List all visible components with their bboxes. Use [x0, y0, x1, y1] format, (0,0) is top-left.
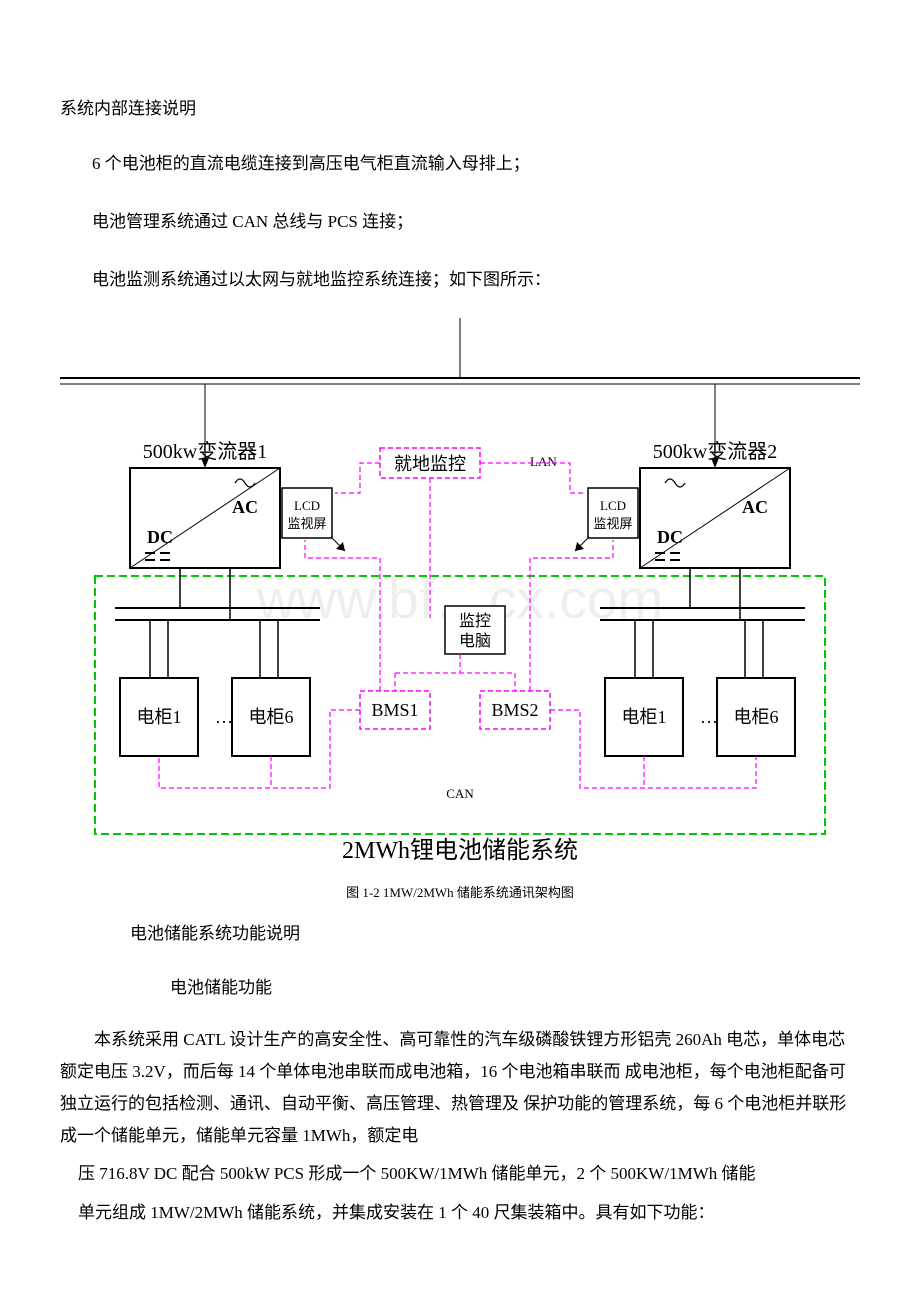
bullet-item: 电池管理系统通过 CAN 总线与 PCS 连接；: [92, 202, 860, 243]
local-monitor-box: 就地监控: [380, 448, 480, 478]
dots: …: [215, 707, 233, 727]
svg-text:AC: AC: [742, 497, 768, 517]
inverter2-label: 500kw变流器2: [653, 440, 777, 463]
heading-func: 电池储能系统功能说明: [130, 915, 860, 952]
cabinet-r1: 电柜1: [605, 678, 683, 756]
svg-text:LCD: LCD: [600, 498, 626, 513]
heading-storage: 电池储能功能: [170, 969, 860, 1006]
can-label: CAN: [446, 786, 474, 801]
body-paragraph-2: 压 716.8V DC 配合 500kW PCS 形成一个 500KW/1MWh…: [78, 1155, 860, 1192]
svg-text:电柜1: 电柜1: [137, 707, 182, 727]
monitor-pc-box: 监控 电脑: [445, 606, 505, 654]
svg-text:LCD: LCD: [294, 498, 320, 513]
lan-label: LAN: [530, 454, 557, 469]
svg-text:AC: AC: [232, 497, 258, 517]
svg-text:监控: 监控: [459, 612, 491, 630]
cabinet-r6: 电柜6: [717, 678, 795, 756]
svg-text:监视屏: 监视屏: [593, 516, 632, 531]
svg-text:电柜1: 电柜1: [622, 707, 667, 727]
bullet-item: 电池监测系统通过以太网与就地监控系统连接；如下图所示：: [92, 260, 860, 301]
heading-connection: 系统内部连接说明: [60, 90, 860, 127]
system-diagram: www.bf…cx.com 500kw变流器1 500kw变流器2 AC: [60, 318, 860, 878]
inverter1-label: 500kw变流器1: [143, 440, 267, 463]
cabinet-l6: 电柜6: [232, 678, 310, 756]
cabinet-l1: 电柜1: [120, 678, 198, 756]
svg-text:电脑: 电脑: [459, 632, 491, 650]
dots: …: [700, 707, 718, 727]
lcd-box-2: LCD 监视屏: [575, 488, 638, 551]
inverter1-box: AC DC: [130, 468, 280, 568]
body-paragraph-1: 本系统采用 CATL 设计生产的高安全性、高可靠性的汽车级磷酸铁锂方形铝壳 26…: [60, 1024, 860, 1153]
svg-text:就地监控: 就地监控: [394, 454, 466, 474]
inverter2-box: AC DC: [640, 468, 790, 568]
system-title: 2MWh锂电池储能系统: [342, 837, 578, 864]
svg-text:电柜6: 电柜6: [734, 707, 779, 727]
bullet-item: 6 个电池柜的直流电缆连接到高压电气柜直流输入母排上；: [92, 144, 860, 185]
svg-text:监视屏: 监视屏: [287, 516, 326, 531]
svg-text:DC: DC: [147, 527, 173, 547]
svg-text:BMS1: BMS1: [371, 700, 418, 720]
figure-caption: 图 1-2 1MW/2MWh 储能系统通讯架构图: [60, 882, 860, 901]
svg-text:电柜6: 电柜6: [249, 707, 294, 727]
body-paragraph-3: 单元组成 1MW/2MWh 储能系统，并集成安装在 1 个 40 尺集装箱中。具…: [78, 1194, 860, 1231]
svg-text:DC: DC: [657, 527, 683, 547]
lcd-box-1: LCD 监视屏: [282, 488, 345, 551]
svg-text:BMS2: BMS2: [491, 700, 538, 720]
bms1-box: BMS1: [360, 691, 430, 729]
diagram-container: www.bf…cx.com 500kw变流器1 500kw变流器2 AC: [60, 318, 860, 878]
bms2-box: BMS2: [480, 691, 550, 729]
